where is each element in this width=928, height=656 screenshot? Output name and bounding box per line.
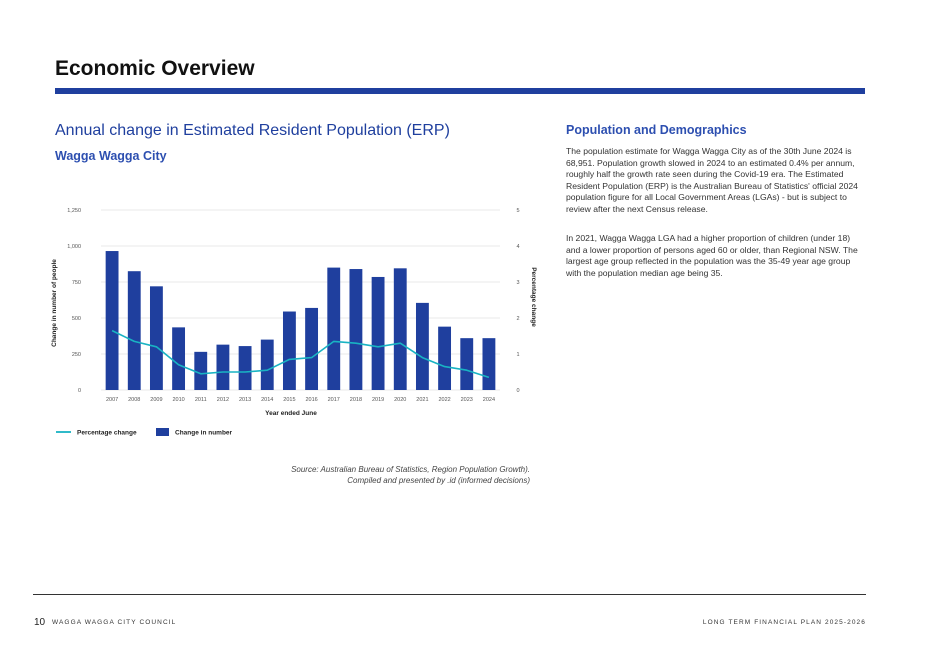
x-tick-label: 2008 [128, 397, 140, 403]
bar [260, 339, 274, 390]
legend-bar-swatch [156, 428, 169, 436]
bar [105, 251, 119, 390]
y2-tick-label: 5 [516, 208, 519, 214]
y-tick-label: 500 [72, 316, 81, 322]
x-tick-label: 2014 [261, 397, 273, 403]
y2-tick-label: 2 [516, 316, 519, 322]
footer-rule [33, 594, 866, 595]
y-tick-label: 750 [72, 280, 81, 286]
bar [127, 271, 141, 390]
x-axis-label: Year ended June [265, 410, 317, 417]
bar [438, 326, 452, 390]
bar [327, 267, 341, 390]
bar [482, 338, 496, 390]
x-tick-label: 2020 [394, 397, 406, 403]
x-tick-label: 2018 [350, 397, 362, 403]
bar [349, 269, 363, 390]
title-rule [55, 88, 865, 94]
y2-tick-label: 1 [516, 352, 519, 358]
legend-line-label: Percentage change [77, 430, 137, 437]
bar [238, 346, 252, 390]
grid-lines [101, 209, 500, 391]
x-tick-label: 2013 [239, 397, 251, 403]
x-tick-label: 2024 [483, 397, 495, 403]
side-heading: Population and Demographics [566, 123, 747, 137]
bar [282, 311, 296, 390]
source-line-1: Source: Australian Bureau of Statistics,… [291, 465, 530, 474]
source-line-2: Compiled and presented by .id (informed … [347, 476, 530, 485]
x-tick-label: 2010 [172, 397, 184, 403]
y-tick-label: 250 [72, 352, 81, 358]
bar [172, 327, 186, 390]
bar [393, 268, 407, 390]
bar [371, 276, 385, 390]
x-tick-label: 2022 [438, 397, 450, 403]
tick-labels: 0 250 500 750 1,000 1,250 0 1 2 3 4 5 2007 2008 2009 20… [67, 208, 519, 403]
x-tick-label: 2007 [106, 397, 118, 403]
footer-document-title: LONG TERM FINANCIAL PLAN 2025-2026 [702, 619, 866, 626]
chart-title: Annual change in Estimated Resident Popu… [55, 122, 450, 139]
x-tick-label: 2023 [461, 397, 473, 403]
bars [105, 251, 496, 390]
percentage-change-line [111, 329, 490, 379]
page-number: 10 [34, 617, 46, 628]
bar [460, 338, 474, 390]
x-tick-label: 2019 [372, 397, 384, 403]
bar [194, 351, 208, 390]
x-tick-label: 2011 [195, 397, 207, 403]
bar [305, 307, 319, 390]
y2-tick-label: 4 [516, 244, 519, 250]
percentage-line [111, 329, 490, 379]
y-tick-label: 1,250 [67, 208, 81, 214]
x-tick-label: 2009 [150, 397, 162, 403]
legend-bar-label: Change in number [175, 430, 233, 437]
y2-tick-label: 0 [516, 388, 519, 394]
x-tick-label: 2012 [217, 397, 229, 403]
x-tick-label: 2021 [416, 397, 428, 403]
chart-source: Source: Australian Bureau of Statistics,… [291, 464, 530, 486]
y-axis-label: Change in number of people [51, 259, 58, 347]
side-paragraph-1: The population estimate for Wagga Wagga … [566, 146, 858, 214]
side-paragraph-2: In 2021, Wagga Wagga LGA had a higher pr… [566, 233, 858, 278]
legend: Percentage change Change in number [56, 428, 233, 437]
bar [149, 286, 163, 390]
population-change-chart: 0 250 500 750 1,000 1,250 0 1 2 3 4 5 2007 2008 2009 20… [51, 208, 537, 437]
x-tick-label: 2016 [305, 397, 317, 403]
x-tick-label: 2015 [283, 397, 295, 403]
y-tick-label: 1,000 [67, 244, 81, 250]
y2-axis-label: Percentage change [530, 267, 537, 327]
footer-organisation: WAGGA WAGGA CITY COUNCIL [52, 619, 177, 626]
bar [415, 302, 429, 390]
bar [216, 344, 230, 390]
page-title: Economic Overview [55, 57, 255, 80]
x-tick-label: 2017 [328, 397, 340, 403]
y-tick-label: 0 [78, 388, 81, 394]
y2-tick-label: 3 [516, 280, 519, 286]
chart-subtitle: Wagga Wagga City [55, 149, 167, 163]
